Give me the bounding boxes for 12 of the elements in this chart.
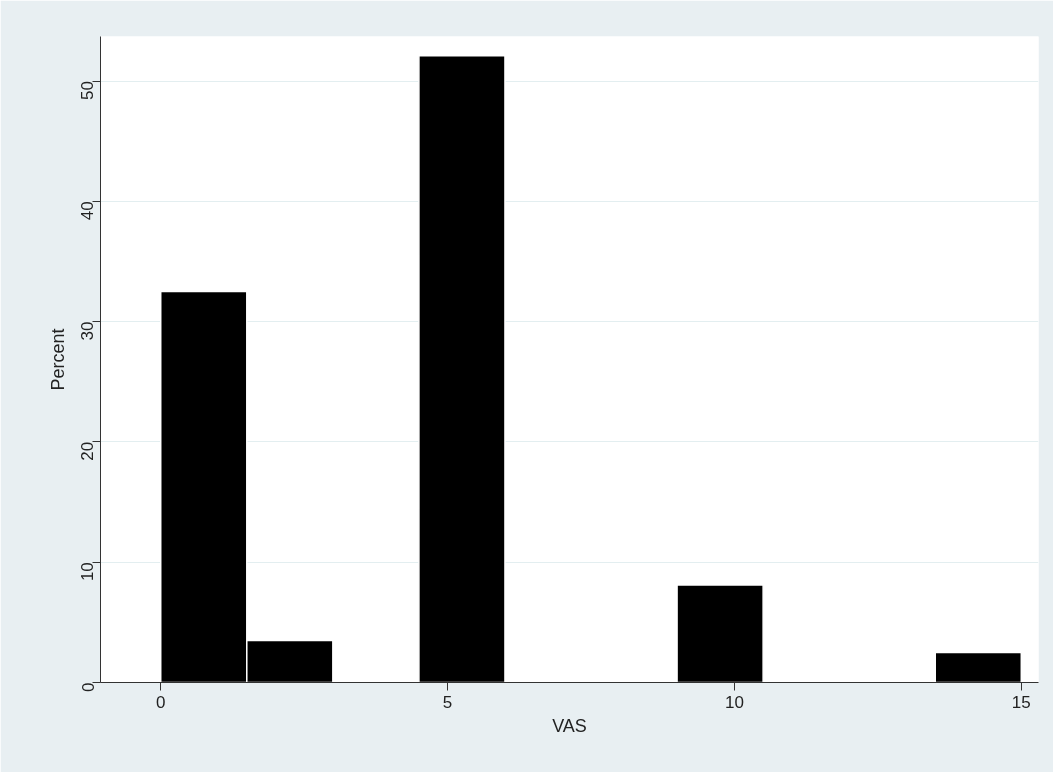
x-axis-title: VAS (552, 715, 587, 736)
y-axis-title: Percent (47, 328, 68, 391)
y-tick-label: 50 (78, 81, 98, 100)
y-tick-label: 20 (78, 441, 98, 461)
x-tick-label: 0 (156, 692, 166, 712)
y-tick-label: 10 (78, 562, 98, 582)
y-tick-label: 40 (78, 201, 98, 221)
x-tick-label: 10 (724, 692, 744, 712)
x-tick-label: 5 (442, 692, 453, 712)
y-tick-label: 0 (78, 682, 98, 692)
y-tick-label: 30 (78, 321, 98, 341)
x-tick-label: 15 (1011, 692, 1031, 712)
